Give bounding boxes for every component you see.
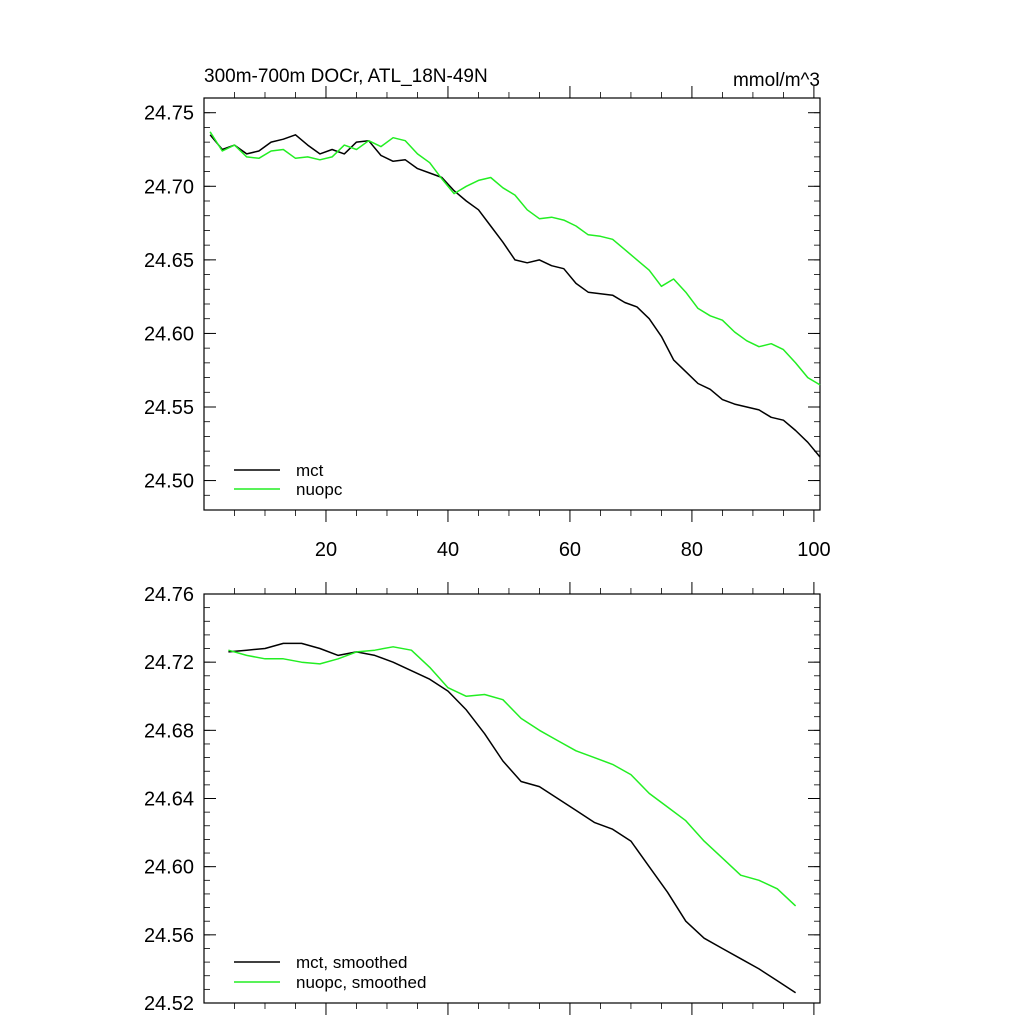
y-tick-label: 24.64 bbox=[144, 789, 194, 811]
chart-title: 300m-700m DOCr, ATL_18N-49N bbox=[204, 66, 488, 87]
tick-marks bbox=[204, 582, 820, 1015]
y-tick-label: 24.72 bbox=[144, 652, 194, 674]
x-tick-labels: 20 40 60 80 100 bbox=[315, 539, 831, 561]
x-tick-label: 20 bbox=[315, 539, 337, 561]
legend-label-nuopc: nuopc bbox=[296, 480, 343, 499]
series-line-1 bbox=[228, 646, 797, 907]
y-tick-labels: 24.52 24.56 24.60 24.64 24.68 24.72 24.76 bbox=[144, 584, 194, 1015]
tick-marks bbox=[204, 86, 820, 522]
top-panel: 300m-700m DOCr, ATL_18N-49N mmol/m^3 24.… bbox=[144, 66, 831, 561]
y-tick-label: 24.60 bbox=[144, 857, 194, 879]
series-line-0 bbox=[209, 134, 821, 458]
y-tick-label: 24.70 bbox=[144, 176, 194, 198]
y-tick-label: 24.76 bbox=[144, 584, 194, 606]
y-tick-label: 24.55 bbox=[144, 397, 194, 419]
y-tick-labels: 24.50 24.55 24.60 24.65 24.70 24.75 bbox=[144, 103, 194, 493]
x-tick-label: 80 bbox=[681, 539, 703, 561]
y-tick-label: 24.65 bbox=[144, 250, 194, 272]
bottom-panel: 24.52 24.56 24.60 24.64 24.68 24.72 24.76 mct,… bbox=[144, 582, 821, 1015]
series-line-1 bbox=[209, 131, 821, 386]
legend: mct, smoothed nuopc, smoothed bbox=[234, 953, 426, 992]
units-label: mmol/m^3 bbox=[733, 70, 820, 91]
legend: mct nuopc bbox=[234, 461, 343, 499]
series-line-0 bbox=[228, 642, 797, 994]
legend-label-mct-smoothed: mct, smoothed bbox=[296, 953, 408, 972]
legend-label-nuopc-smoothed: nuopc, smoothed bbox=[296, 973, 426, 992]
x-tick-label: 60 bbox=[559, 539, 581, 561]
y-tick-label: 24.68 bbox=[144, 720, 194, 742]
series-lines bbox=[228, 642, 797, 994]
y-tick-label: 24.60 bbox=[144, 323, 194, 345]
y-tick-label: 24.75 bbox=[144, 103, 194, 125]
y-tick-label: 24.50 bbox=[144, 471, 194, 493]
y-tick-label: 24.56 bbox=[144, 925, 194, 947]
series-lines bbox=[209, 131, 821, 458]
plot-frame bbox=[203, 97, 821, 511]
x-tick-label: 100 bbox=[797, 539, 830, 561]
plot-frame bbox=[203, 593, 821, 1004]
x-tick-label: 40 bbox=[437, 539, 459, 561]
y-tick-label: 24.52 bbox=[144, 993, 194, 1015]
legend-label-mct: mct bbox=[296, 461, 324, 480]
